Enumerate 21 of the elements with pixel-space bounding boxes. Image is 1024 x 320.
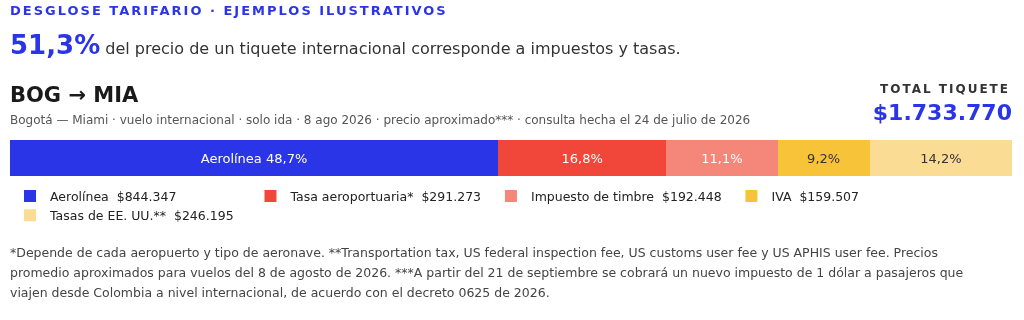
text: TOTAL TIQUETE	[880, 82, 1010, 96]
data-label: 9,2%	[807, 150, 841, 166]
bar	[666, 140, 778, 176]
bar	[869, 140, 1012, 176]
legend-label: IVA $159.507	[771, 188, 860, 204]
text: *Depende de cada aeropuerto y tipo de aeronave. **Transportation tax, US federal inspection fee, US customs user fee y US APHIS user fee. Precios promedio aproximados para vuelos del 8 de agosto de 2026. ***A partir del 21 de septiembre se cobrará un nuevo impuesto de 1 dólar a pasajeros que viajen desde Colombia a nivel internacional, de acuerdo con el decreto 0625 de 2026.	[10, 245, 964, 300]
bar	[777, 140, 870, 176]
data-label: 11,1%	[701, 150, 743, 166]
text: $1.733.770	[872, 100, 1012, 125]
text: BOG → MIA	[10, 83, 139, 107]
legend-label: Tasas de EE. UU.** $246.195	[49, 208, 234, 224]
data-label: 16,8%	[561, 150, 603, 166]
chart-title: DESGLOSE TARIFARIO · EJEMPLOS ILUSTRATIVOS	[10, 3, 448, 18]
legend-label: Aerolínea $844.347	[50, 188, 177, 204]
text: Bogotá — Miami · vuelo internacional · solo ida · 8 ago 2026 · precio aproximado*** · consulta hecha el 24 de julio de 2026	[10, 113, 751, 127]
legend-label: Impuesto de timbre $192.448	[530, 188, 722, 204]
legend-label: Tasa aeroportuaria* $291.273	[289, 188, 482, 204]
data-label: Aerolínea 48,7%	[200, 150, 308, 166]
chart-subtitle: 51,3% del precio de un tiquete internacional corresponde a impuestos y tasas.	[10, 30, 681, 60]
bar	[497, 140, 667, 176]
data-label: 14,2%	[920, 150, 962, 166]
